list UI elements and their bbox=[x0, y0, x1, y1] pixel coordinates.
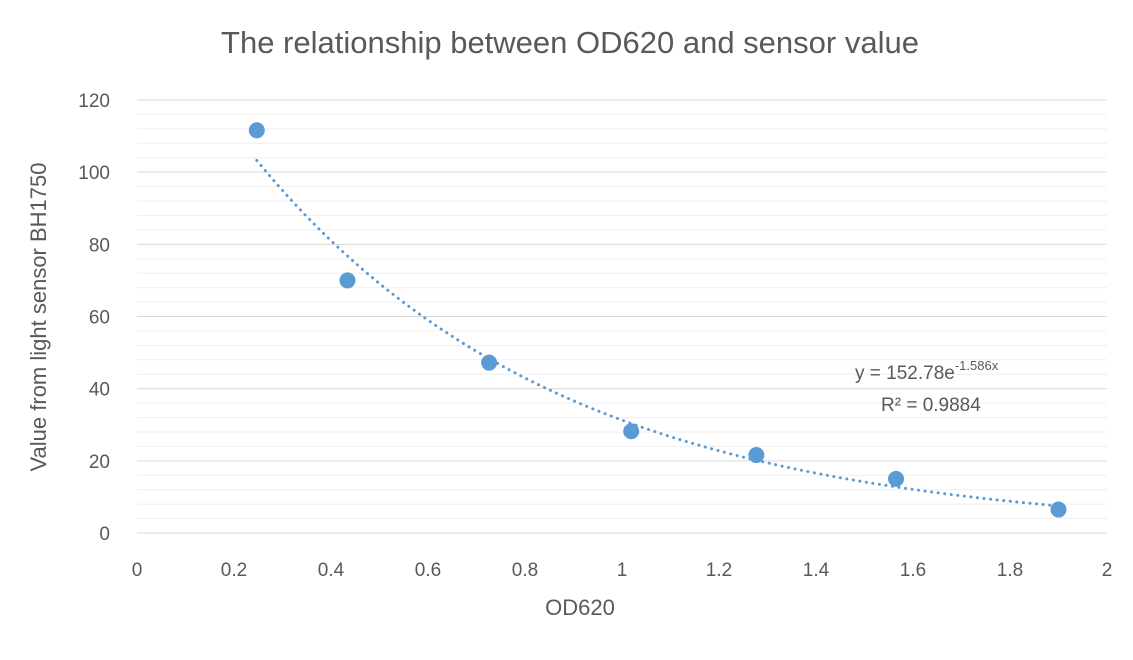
trendline-equation-main: y = 152.78e bbox=[855, 363, 955, 384]
data-point bbox=[481, 354, 498, 371]
x-tick-label: 0 bbox=[132, 560, 143, 581]
chart-title: The relationship between OD620 and senso… bbox=[221, 25, 919, 60]
major-gridlines bbox=[137, 99, 1107, 534]
x-tick-label: 0.6 bbox=[415, 560, 441, 581]
y-tick-label: 20 bbox=[89, 452, 110, 473]
trendline-r-squared: R² = 0.9884 bbox=[881, 395, 981, 416]
x-tick-label: 0.8 bbox=[512, 560, 538, 581]
y-axis-tick-labels: 0 20 40 60 80 100 120 bbox=[78, 91, 110, 545]
x-tick-label: 1.2 bbox=[706, 560, 732, 581]
x-axis-tick-labels: 0 0.2 0.4 0.6 0.8 1 1.2 1.4 1.6 1.8 2 bbox=[132, 560, 1113, 581]
x-tick-label: 2 bbox=[1102, 560, 1113, 581]
data-point bbox=[748, 447, 765, 464]
x-tick-label: 0.2 bbox=[221, 560, 247, 581]
y-tick-label: 40 bbox=[89, 380, 110, 401]
x-axis-title: OD620 bbox=[545, 595, 615, 620]
x-tick-label: 1.6 bbox=[900, 560, 926, 581]
trendline-equation: y = 152.78e-1.586x bbox=[855, 358, 999, 384]
y-tick-label: 60 bbox=[89, 308, 110, 329]
y-tick-label: 80 bbox=[89, 235, 110, 256]
x-tick-label: 1.8 bbox=[997, 560, 1023, 581]
data-point bbox=[623, 423, 640, 440]
y-axis-title: Value from light sensor BH1750 bbox=[26, 163, 51, 472]
data-point bbox=[248, 122, 265, 139]
y-tick-label: 0 bbox=[99, 524, 110, 545]
y-tick-label: 100 bbox=[78, 163, 110, 184]
trendline-equation-exponent: -1.586x bbox=[955, 358, 999, 373]
data-points bbox=[248, 122, 1067, 518]
trendline bbox=[255, 158, 1060, 508]
data-point bbox=[1050, 501, 1067, 518]
y-tick-label: 120 bbox=[78, 91, 110, 112]
data-point bbox=[339, 272, 356, 289]
x-tick-label: 1.4 bbox=[803, 560, 830, 581]
data-point bbox=[888, 470, 905, 487]
x-tick-label: 1 bbox=[617, 560, 628, 581]
minor-gridlines bbox=[137, 113, 1107, 520]
x-tick-label: 0.4 bbox=[318, 560, 345, 581]
